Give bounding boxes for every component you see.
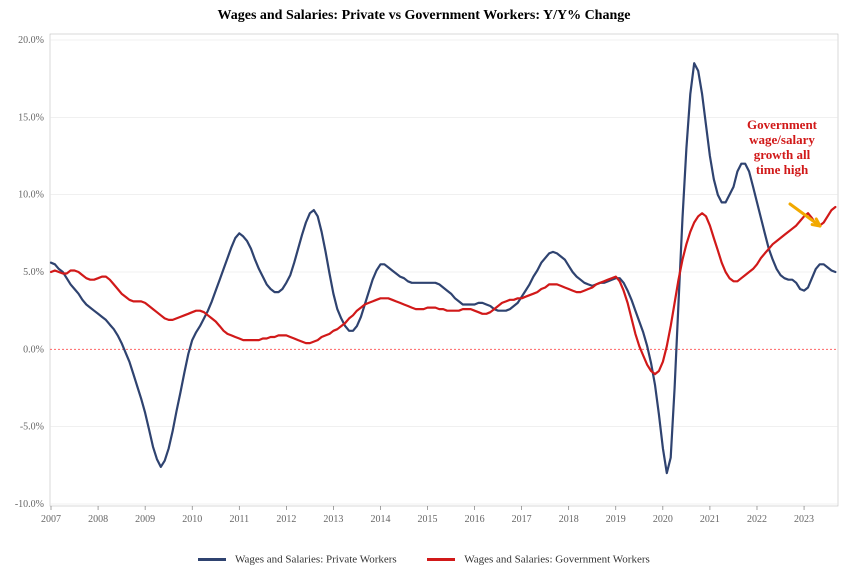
legend-label-government: Wages and Salaries: Government Workers xyxy=(464,553,650,565)
svg-text:2008: 2008 xyxy=(88,514,108,525)
svg-text:5.0%: 5.0% xyxy=(23,267,44,278)
svg-text:2016: 2016 xyxy=(465,514,485,525)
svg-text:2010: 2010 xyxy=(182,514,202,525)
svg-text:15.0%: 15.0% xyxy=(18,112,44,123)
svg-text:-5.0%: -5.0% xyxy=(20,422,44,433)
annotation-line: wage/salary xyxy=(722,133,842,148)
chart-title: Wages and Salaries: Private vs Governmen… xyxy=(0,8,848,24)
legend-label-private: Wages and Salaries: Private Workers xyxy=(235,553,397,565)
legend-swatch-government xyxy=(427,558,455,561)
legend-item-private: Wages and Salaries: Private Workers xyxy=(198,553,397,565)
legend: Wages and Salaries: Private Workers Wage… xyxy=(0,553,848,565)
svg-text:2011: 2011 xyxy=(229,514,249,525)
svg-text:20.0%: 20.0% xyxy=(18,35,44,46)
svg-text:2012: 2012 xyxy=(276,514,296,525)
wages-chart-container: Wages and Salaries: Private vs Governmen… xyxy=(0,0,848,571)
plot-area: -10.0%-5.0%0.0%5.0%10.0%15.0%20.0%200720… xyxy=(50,34,838,526)
svg-text:2022: 2022 xyxy=(747,514,767,525)
svg-text:10.0%: 10.0% xyxy=(18,190,44,201)
svg-text:2007: 2007 xyxy=(41,514,61,525)
svg-text:0.0%: 0.0% xyxy=(23,344,44,355)
svg-text:-10.0%: -10.0% xyxy=(15,499,44,510)
svg-text:2021: 2021 xyxy=(700,514,720,525)
svg-text:2017: 2017 xyxy=(512,514,532,525)
annotation-line: time high xyxy=(722,163,842,178)
annotation-line: growth all xyxy=(722,148,842,163)
svg-text:2015: 2015 xyxy=(418,514,438,525)
svg-text:2020: 2020 xyxy=(653,514,673,525)
svg-text:2009: 2009 xyxy=(135,514,155,525)
svg-text:2014: 2014 xyxy=(370,514,390,525)
svg-text:2018: 2018 xyxy=(559,514,579,525)
annotation-line: Government xyxy=(722,118,842,133)
legend-item-government: Wages and Salaries: Government Workers xyxy=(427,553,649,565)
svg-text:2019: 2019 xyxy=(606,514,626,525)
legend-swatch-private xyxy=(198,558,226,561)
svg-text:2023: 2023 xyxy=(794,514,814,525)
svg-text:2013: 2013 xyxy=(323,514,343,525)
annotation-callout: Governmentwage/salarygrowth alltime high xyxy=(722,118,842,178)
